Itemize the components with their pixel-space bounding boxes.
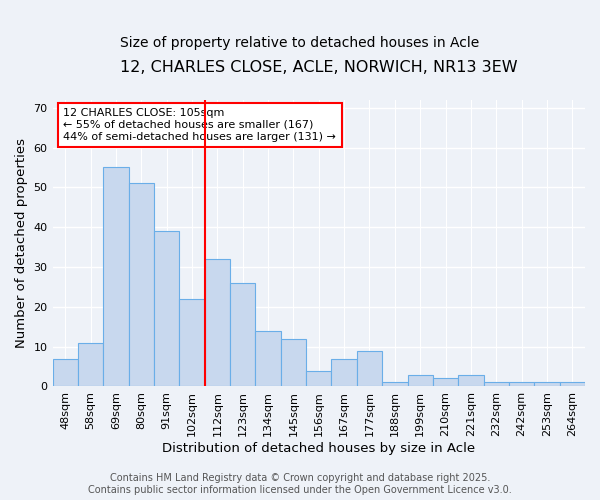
Y-axis label: Number of detached properties: Number of detached properties <box>15 138 28 348</box>
Bar <box>433 378 458 386</box>
Bar <box>53 358 78 386</box>
Bar <box>205 259 230 386</box>
Title: 12, CHARLES CLOSE, ACLE, NORWICH, NR13 3EW: 12, CHARLES CLOSE, ACLE, NORWICH, NR13 3… <box>120 60 518 75</box>
Bar <box>154 231 179 386</box>
Bar <box>331 358 357 386</box>
Bar <box>484 382 509 386</box>
Bar <box>407 374 433 386</box>
Bar <box>128 184 154 386</box>
Bar <box>509 382 534 386</box>
X-axis label: Distribution of detached houses by size in Acle: Distribution of detached houses by size … <box>162 442 475 455</box>
Bar <box>560 382 585 386</box>
Text: Size of property relative to detached houses in Acle: Size of property relative to detached ho… <box>121 36 479 50</box>
Bar <box>306 370 331 386</box>
Bar <box>78 342 103 386</box>
Bar <box>103 168 128 386</box>
Bar <box>281 338 306 386</box>
Bar <box>458 374 484 386</box>
Bar <box>230 283 256 387</box>
Bar <box>534 382 560 386</box>
Bar <box>357 350 382 386</box>
Bar <box>256 330 281 386</box>
Text: 12 CHARLES CLOSE: 105sqm
← 55% of detached houses are smaller (167)
44% of semi-: 12 CHARLES CLOSE: 105sqm ← 55% of detach… <box>63 108 336 142</box>
Bar <box>382 382 407 386</box>
Text: Contains HM Land Registry data © Crown copyright and database right 2025.
Contai: Contains HM Land Registry data © Crown c… <box>88 474 512 495</box>
Bar <box>179 299 205 386</box>
